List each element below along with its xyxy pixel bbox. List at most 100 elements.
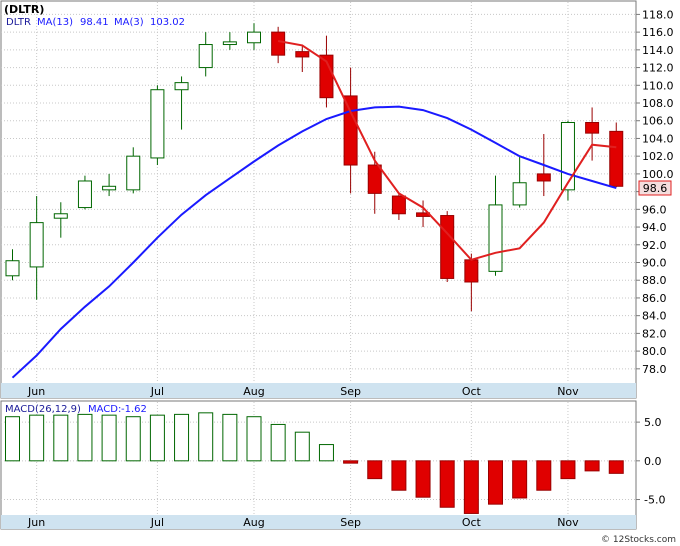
candle	[512, 156, 527, 208]
price-panel: Jun Jul Aug Sep Oct Nov 78.0 80.0 82.0 84.0 86.0 8…	[0, 0, 674, 399]
price-axis-label: 94.0	[642, 221, 667, 234]
macd-bar	[270, 423, 286, 462]
price-axis-label: 78.0	[642, 363, 667, 376]
candle	[53, 202, 68, 238]
candle	[77, 175, 92, 210]
macd-bar	[222, 413, 238, 462]
price-month-label: Jun	[27, 385, 45, 398]
price-date-labels: Jun Jul Aug Sep Oct Nov	[27, 385, 579, 398]
candle-body	[585, 122, 600, 134]
macd-bar	[294, 431, 310, 462]
macd-bar	[101, 414, 117, 462]
price-gridlines	[1, 2, 636, 383]
legend-symbol: DLTR	[6, 17, 31, 28]
macd-bar	[608, 460, 624, 474]
candle-body	[198, 44, 213, 69]
price-axis-label: 110.0	[642, 79, 674, 92]
candle-body	[126, 155, 141, 191]
macd-bar	[198, 412, 214, 462]
macd-bar	[149, 414, 165, 462]
macd-bar	[77, 413, 93, 462]
legend-ma13-value: 98.41	[80, 17, 109, 28]
price-axis-label: 114.0	[642, 44, 674, 57]
price-month-label: Oct	[462, 385, 482, 398]
legend-ma13-label: MA(13)	[37, 17, 73, 28]
candle	[150, 85, 165, 166]
price-axis-label: 86.0	[642, 292, 667, 305]
price-axis-label: 118.0	[642, 8, 674, 21]
macd-bar	[29, 414, 45, 462]
candle-body	[53, 213, 68, 219]
macd-month-label: Jun	[27, 516, 45, 529]
macd-axis-label: 0.0	[644, 455, 662, 468]
macd-axis-label: -5.0	[644, 494, 665, 507]
candle-body	[150, 89, 165, 159]
candle-body	[488, 204, 503, 272]
macd-month-label: Aug	[243, 516, 264, 529]
watermark: © 12Stocks.com	[601, 535, 676, 545]
price-month-label: Sep	[340, 385, 361, 398]
macd-legend-value: -1.62	[121, 404, 147, 415]
candle	[609, 122, 624, 188]
price-axis-label: 112.0	[642, 62, 674, 75]
candle	[5, 249, 20, 281]
price-axis-label: 84.0	[642, 310, 667, 323]
price-axis-label: 80.0	[642, 345, 667, 358]
macd-month-label: Jul	[150, 516, 164, 529]
legend-ma3-value: 103.02	[150, 17, 185, 28]
macd-bar	[53, 414, 69, 462]
macd-month-label: Sep	[340, 516, 361, 529]
macd-bar	[343, 460, 359, 464]
chart-title: (DLTR)	[4, 3, 44, 16]
macd-title: MACD(26,12,9)	[5, 404, 81, 415]
macd-bar	[584, 460, 600, 472]
macd-bar	[415, 460, 431, 498]
macd-bar	[318, 444, 334, 462]
price-axis-label: 104.0	[642, 132, 674, 145]
macd-legend-label: MACD:	[88, 404, 121, 415]
candle	[174, 76, 189, 130]
price-axis-label: 108.0	[642, 97, 674, 110]
candle-body	[464, 259, 479, 283]
macd-bar	[512, 460, 528, 499]
macd-month-label: Nov	[557, 516, 579, 529]
price-axis-label: 116.0	[642, 26, 674, 39]
macd-bar	[488, 460, 503, 505]
macd-axis-labels: -5.0 0.0 5.0	[636, 416, 665, 507]
macd-bar	[174, 413, 190, 462]
candle-body	[5, 260, 20, 277]
candle	[585, 107, 600, 161]
macd-month-label: Oct	[462, 516, 482, 529]
candle-body	[222, 41, 237, 46]
candle	[343, 67, 358, 194]
candle	[247, 23, 261, 50]
candle-body	[102, 185, 117, 191]
candle-body	[609, 130, 624, 187]
candle-body	[512, 182, 527, 206]
price-month-label: Aug	[243, 385, 264, 398]
candle	[367, 151, 382, 214]
macd-bar	[463, 460, 479, 514]
candle-body	[295, 51, 310, 58]
candle-body	[560, 122, 575, 191]
candle	[319, 35, 334, 108]
last-price-box	[638, 180, 672, 196]
candle-body	[271, 31, 286, 56]
price-axis-label: 90.0	[642, 256, 667, 269]
ma3-line	[277, 40, 617, 261]
price-axis-label: 82.0	[642, 327, 667, 340]
last-price-label: 98.6	[643, 182, 668, 195]
candle	[271, 26, 286, 64]
price-axis-label: 102.0	[642, 150, 674, 163]
candle	[198, 32, 213, 77]
candle-body	[536, 173, 551, 182]
price-date-band	[1, 383, 636, 398]
macd-bar	[391, 460, 407, 491]
macd-bar	[125, 416, 141, 462]
macd-bar	[536, 460, 552, 491]
price-axis-label: 92.0	[642, 239, 667, 252]
macd-date-labels: Jun Jul Aug Sep Oct Nov	[27, 516, 579, 529]
macd-axis-label: 5.0	[644, 416, 662, 429]
macd-bar	[439, 460, 455, 508]
macd-bar	[560, 460, 576, 480]
